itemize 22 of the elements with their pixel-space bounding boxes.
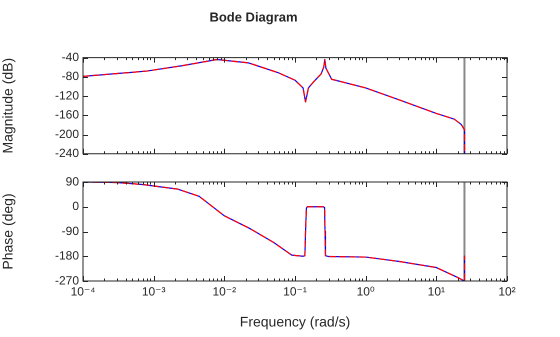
y-tick-label: -90 [62,224,80,238]
y-tick-label: 0 [72,199,80,214]
x-axis-title: Frequency (rad/s) [240,313,350,330]
y-tick-label: -40 [62,50,80,64]
x-tick-label: 10⁻³ [142,284,166,299]
y-tick-label: -160 [54,108,80,122]
x-tick-label: 10⁻¹ [283,284,307,299]
chart-title: Bode Diagram [209,9,298,24]
y-tick-label: 90 [66,174,80,188]
x-tick-label: 10⁰ [356,284,375,299]
x-tick-label: 10⁻² [212,284,236,299]
y-tick-label: -240 [54,146,80,160]
x-tick-label: 10⁻⁴ [70,284,96,299]
y-tick-label: -270 [54,273,80,288]
y-tick-label: -80 [62,69,80,84]
x-tick-label: 10¹ [428,284,446,299]
y-tick-label: -180 [54,248,80,263]
y-axis-title: Magnitude (dB) [0,58,16,154]
y-tick-label: -120 [54,88,80,102]
y-axis-title: Phase (deg) [0,193,16,270]
x-tick-label: 10² [498,284,516,299]
y-tick-label: -200 [54,126,80,141]
